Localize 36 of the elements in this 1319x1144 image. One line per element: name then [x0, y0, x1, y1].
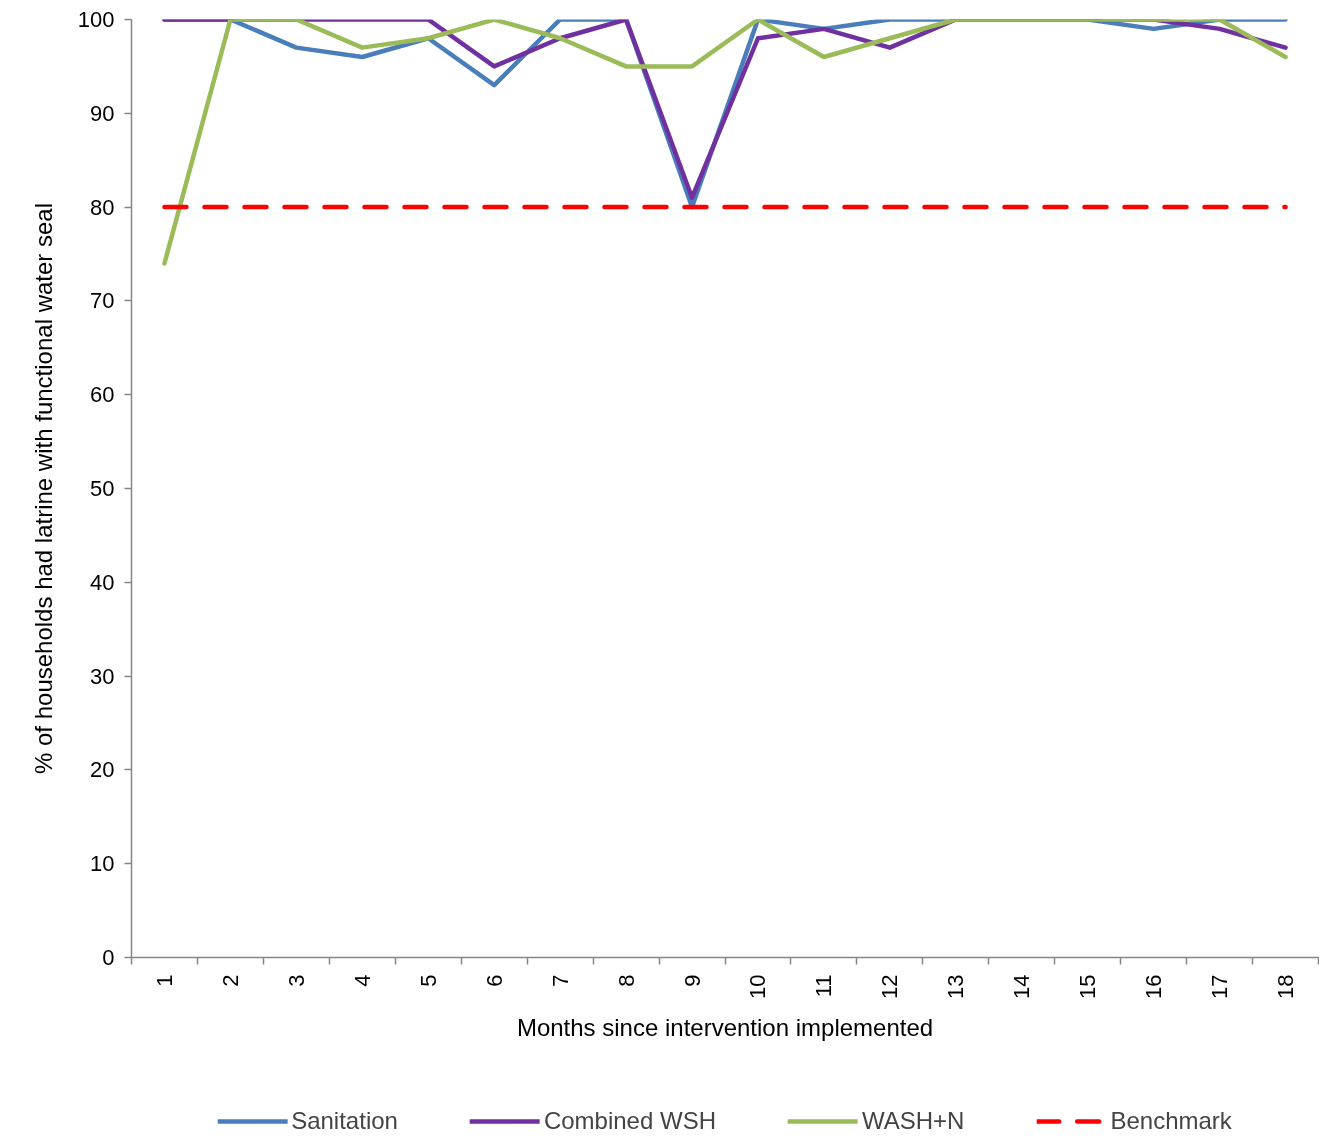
x-tick-label: 7 — [547, 974, 573, 987]
y-tick-label: 20 — [90, 757, 115, 783]
y-tick-label: 0 — [102, 945, 115, 970]
x-tick-label: 10 — [745, 974, 771, 999]
x-tick-label: 1 — [151, 974, 177, 987]
x-axis-title: Months since intervention implemented — [516, 1013, 934, 1041]
legend-label: WASH+N — [861, 1107, 965, 1135]
x-tick-label: 16 — [1141, 974, 1167, 999]
x-tick-label: 17 — [1207, 974, 1233, 999]
line-series — [162, 19, 1288, 266]
x-tick-label: 15 — [1075, 974, 1101, 999]
x-tick-label: 14 — [1009, 974, 1035, 999]
y-tick-label: 70 — [90, 288, 115, 314]
x-tick-label: 2 — [217, 974, 243, 987]
legend-label: Sanitation — [291, 1107, 398, 1135]
x-tick-label: 9 — [679, 974, 705, 987]
y-tick-label: 50 — [90, 476, 115, 501]
y-tick-label: 90 — [90, 100, 115, 126]
y-tick-label: 40 — [90, 569, 115, 595]
legend-label: Combined WSH — [543, 1107, 716, 1135]
x-tick-label: 13 — [943, 974, 969, 999]
x-tick-label: 3 — [283, 974, 309, 987]
x-tick-label: 8 — [613, 974, 639, 987]
x-tick-label: 5 — [415, 974, 441, 987]
x-tick-label: 4 — [349, 974, 375, 987]
y-tick-label: 80 — [90, 194, 115, 220]
legend-label: Benchmark — [1110, 1107, 1232, 1135]
y-tick-label: 60 — [90, 382, 115, 408]
y-tick-label: 30 — [90, 663, 115, 689]
x-tick-label: 12 — [877, 974, 903, 999]
y-axis-title: % of households had latrine with functional water seal — [29, 202, 57, 774]
x-tick-label: 6 — [481, 974, 507, 987]
x-tick-label: 11 — [811, 974, 837, 998]
y-tick-label: 100 — [77, 7, 115, 32]
y-tick-label: 10 — [90, 851, 115, 877]
x-tick-label: 18 — [1273, 974, 1299, 999]
